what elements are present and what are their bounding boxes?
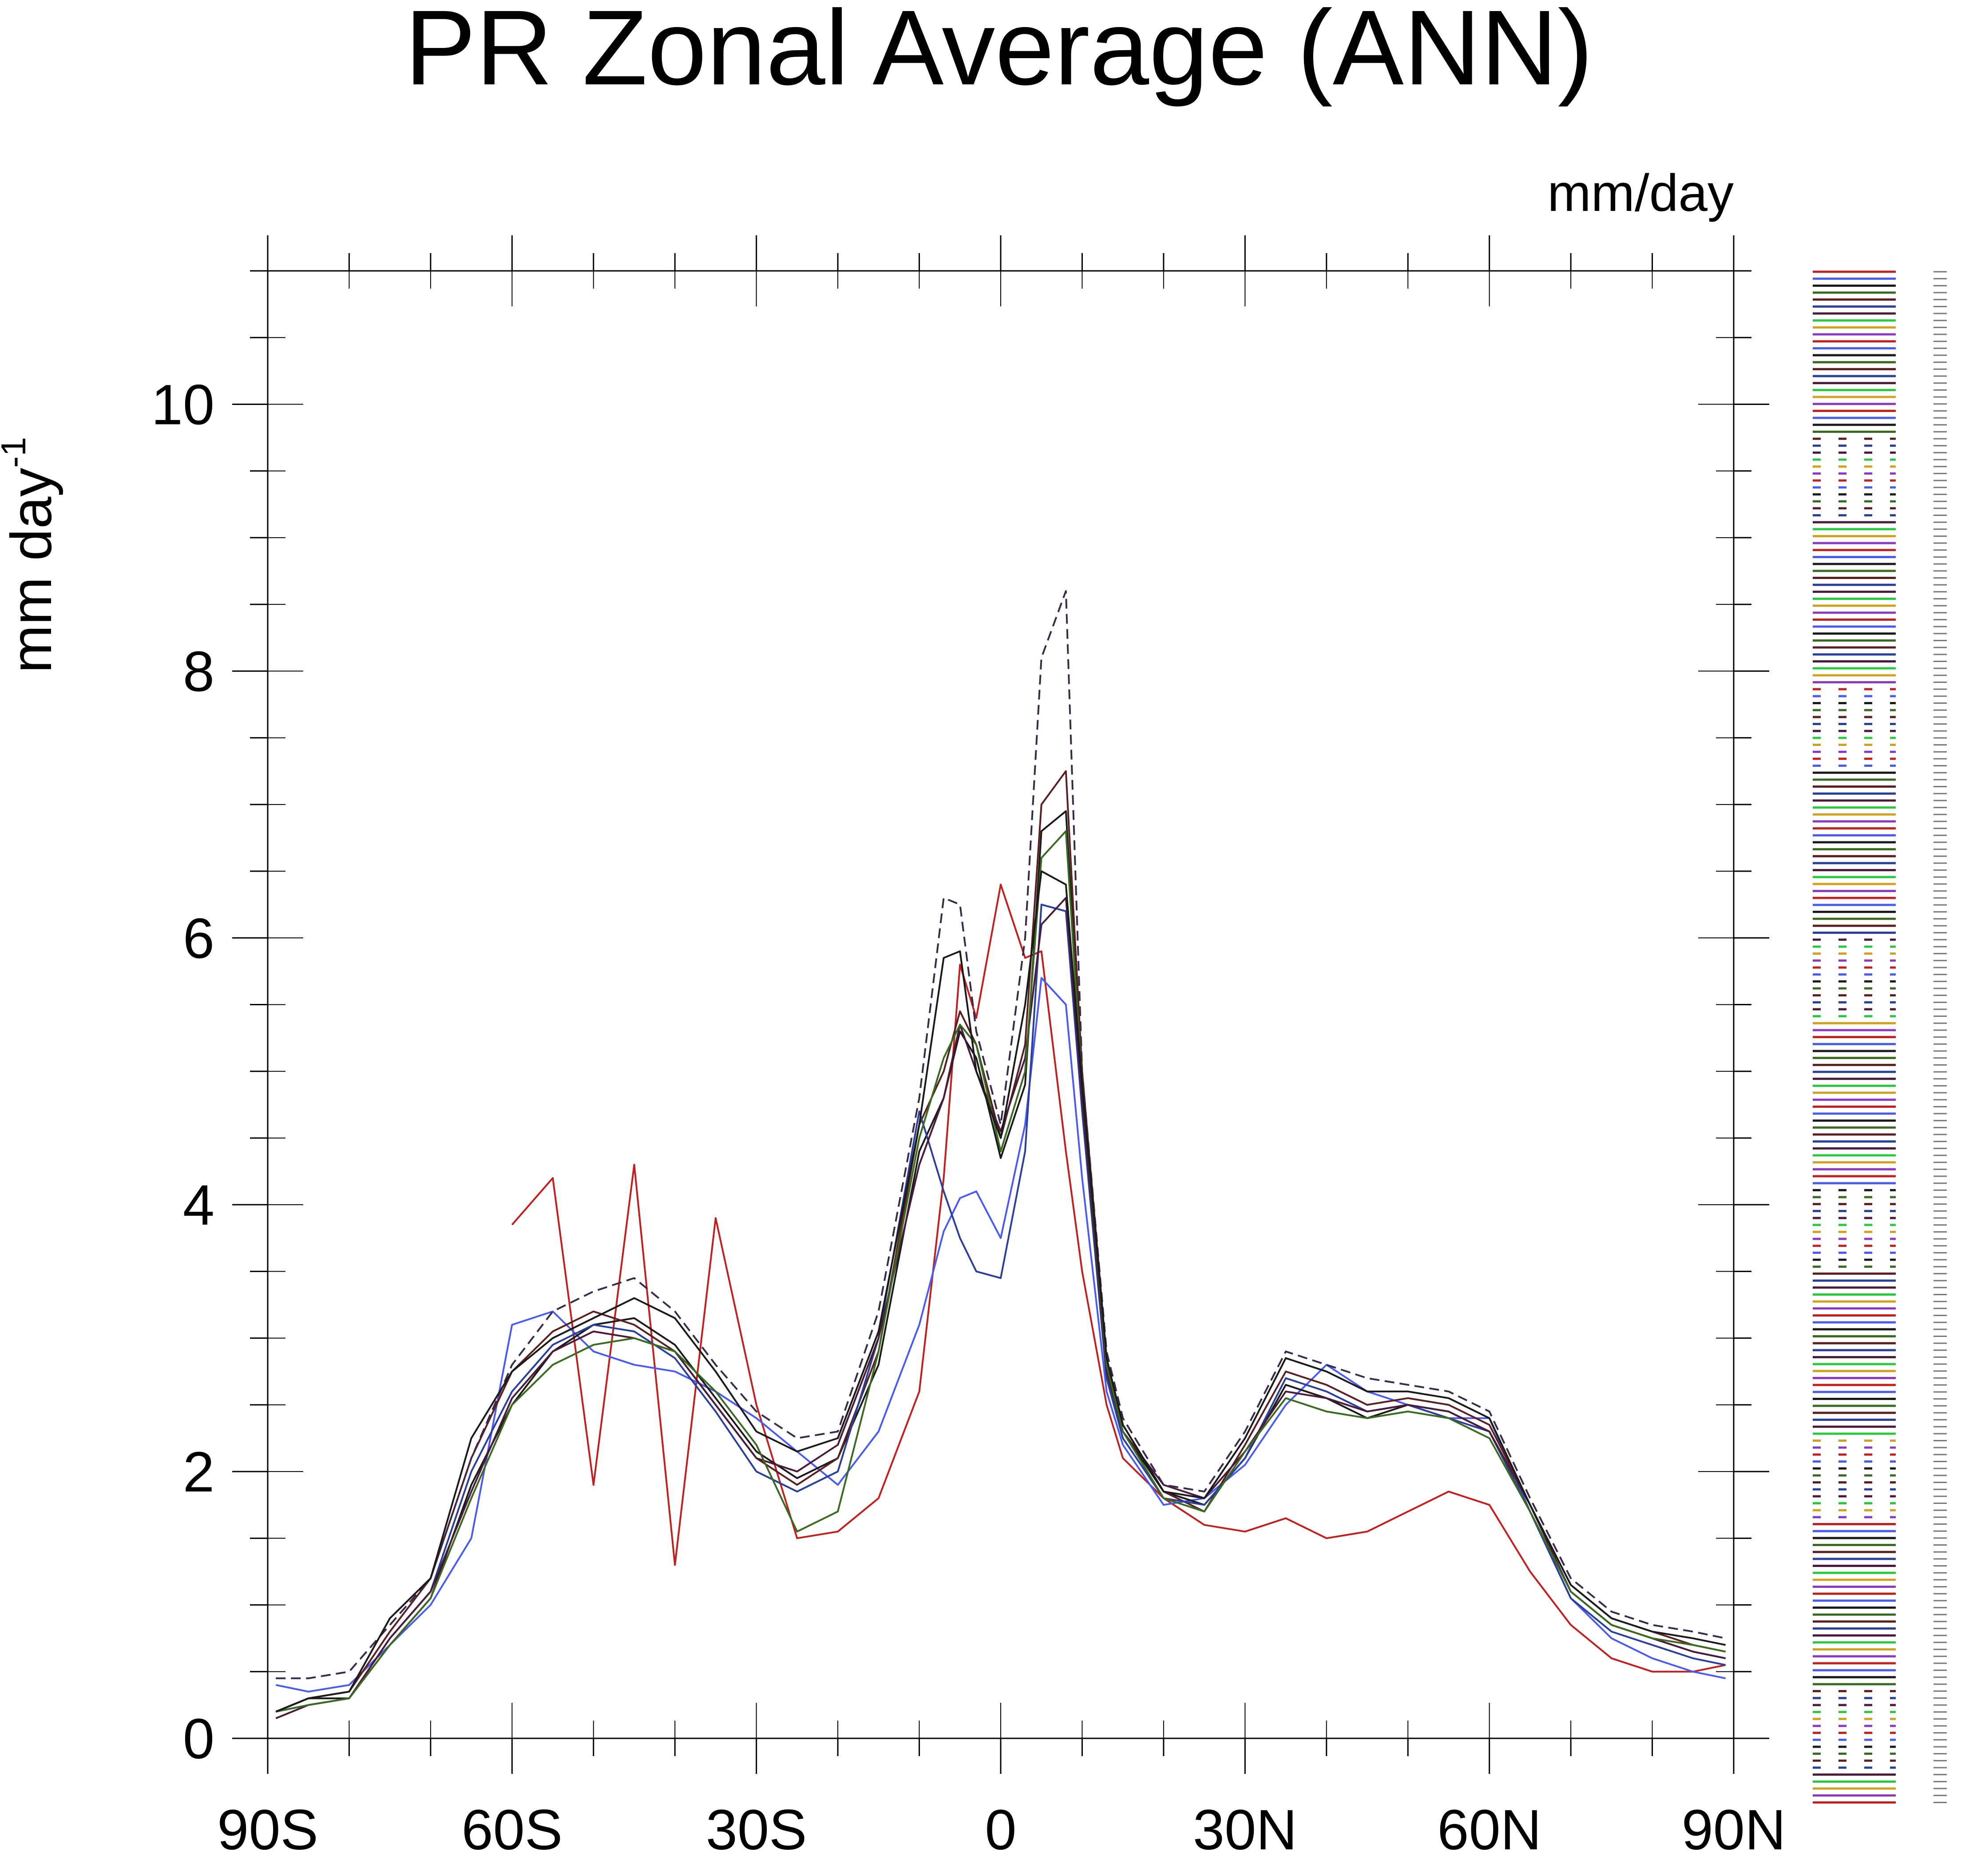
y-tick-label: 0 — [183, 1707, 214, 1771]
y-tick-label: 10 — [151, 373, 214, 436]
series-line-7 — [275, 830, 1726, 1713]
legend — [1813, 270, 1947, 1804]
y-axis-label-superscript: -1 — [0, 437, 33, 468]
y-axis-label-text: mm day — [0, 468, 63, 673]
y-tick-label: 8 — [183, 640, 214, 703]
series-line-2 — [275, 977, 1726, 1693]
x-tick-label: 30S — [706, 1798, 807, 1862]
x-tick-label: 90N — [1682, 1798, 1786, 1862]
x-tick-label: 60S — [461, 1798, 563, 1862]
y-tick-label: 2 — [183, 1440, 214, 1504]
plot-frame — [267, 270, 1735, 1739]
x-tick-label: 30N — [1193, 1798, 1297, 1862]
series-line-5 — [275, 904, 1726, 1713]
series-line-3 — [275, 810, 1726, 1713]
plot-area-border — [267, 270, 1735, 1739]
y-axis-label: mm day-1 — [0, 437, 63, 673]
y-tick-label: 6 — [183, 907, 214, 970]
x-tick-label: 0 — [985, 1798, 1016, 1862]
series-line-6 — [275, 897, 1726, 1719]
y-axis: 0 2 4 6 8 10 — [151, 270, 1769, 1771]
x-tick-label: 60N — [1437, 1798, 1541, 1862]
chart-title: PR Zonal Average (ANN) — [405, 0, 1593, 107]
x-tick-label: 90S — [217, 1798, 318, 1862]
series-line-9 — [275, 870, 1726, 1713]
series-line-4 — [275, 770, 1726, 1713]
series-group — [275, 590, 1726, 1719]
series-line-1 — [511, 884, 1726, 1673]
units-label: mm/day — [1547, 164, 1734, 222]
y-tick-label: 4 — [183, 1174, 214, 1237]
x-axis: 90S 60S 30S 0 30N 60N 90N — [217, 235, 1786, 1862]
